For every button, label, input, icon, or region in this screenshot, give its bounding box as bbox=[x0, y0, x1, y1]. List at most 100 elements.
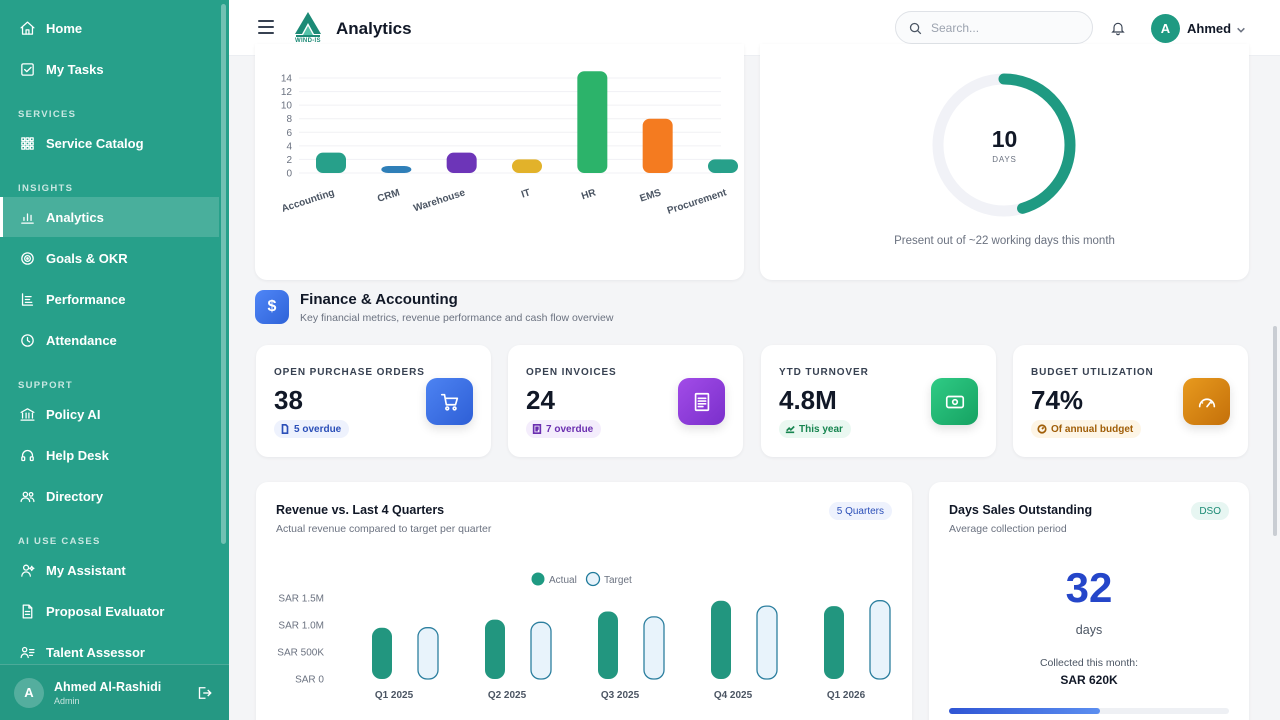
sidebar-item-label: My Assistant bbox=[46, 562, 126, 578]
search-input[interactable] bbox=[931, 19, 1081, 37]
sidebar-item-help-desk[interactable]: Help Desk bbox=[0, 435, 219, 475]
dso-card-subtitle: Average collection period bbox=[949, 523, 1067, 535]
kpi-label: YTD TURNOVER bbox=[779, 367, 869, 378]
search-box bbox=[895, 11, 1093, 44]
dso-unit: days bbox=[1075, 623, 1103, 637]
sidebar-item-policy-ai[interactable]: Policy AI bbox=[0, 394, 219, 434]
sidebar-item-my-assistant[interactable]: My Assistant bbox=[0, 550, 219, 590]
bar-actual-q1-2026[interactable] bbox=[824, 606, 844, 679]
dso-progress-track bbox=[949, 708, 1229, 714]
bar-actual-q1-2025[interactable] bbox=[372, 627, 392, 679]
legend-actual-label: Actual bbox=[549, 575, 577, 586]
y-tick-label: 0 bbox=[286, 169, 292, 180]
header-user-name[interactable]: Ahmed bbox=[1187, 21, 1232, 36]
x-tick-label: Procurement bbox=[666, 187, 729, 217]
kpi-card-open-invoices[interactable]: OPEN INVOICES 24 7 overdue bbox=[508, 345, 743, 457]
notification-bell-icon[interactable] bbox=[1110, 19, 1126, 42]
y-tick-label: 4 bbox=[286, 141, 292, 152]
x-tick-label: Q2 2025 bbox=[488, 690, 527, 701]
sidebar-item-my-tasks[interactable]: My Tasks bbox=[0, 49, 219, 89]
y-tick-label: SAR 1.0M bbox=[278, 621, 324, 632]
bar-it[interactable] bbox=[512, 159, 542, 173]
bar-actual-q2-2025[interactable] bbox=[485, 619, 505, 679]
dso-card: Days Sales Outstanding Average collectio… bbox=[929, 482, 1249, 720]
sidebar-user[interactable]: A Ahmed Al-Rashidi Admin bbox=[0, 664, 229, 720]
user-role: Admin bbox=[54, 695, 80, 706]
y-tick-label: 6 bbox=[286, 128, 292, 139]
bar-target-q1-2026[interactable] bbox=[869, 600, 891, 680]
sidebar-item-analytics[interactable]: Analytics bbox=[0, 197, 219, 237]
bar-procurement[interactable] bbox=[708, 159, 738, 173]
bar-target-q1-2025[interactable] bbox=[417, 627, 439, 680]
bar-accounting[interactable] bbox=[316, 152, 346, 173]
kpi-icon-box bbox=[931, 378, 978, 425]
bank-icon bbox=[18, 405, 36, 423]
sidebar-item-label: Talent Assessor bbox=[46, 644, 145, 660]
dso-card-title: Days Sales Outstanding bbox=[949, 503, 1093, 517]
sidebar-item-goals-okr[interactable]: Goals & OKR bbox=[0, 238, 219, 278]
kpi-badge-text: 7 overdue bbox=[546, 423, 594, 435]
sidebar-item-label: Performance bbox=[46, 291, 126, 307]
sidebar-item-attendance[interactable]: Attendance bbox=[0, 320, 219, 360]
sidebar-item-home[interactable]: Home bbox=[0, 8, 219, 48]
section-title-ai-use-cases: AI USE CASES bbox=[18, 536, 101, 547]
bar-actual-q4-2025[interactable] bbox=[711, 600, 731, 679]
target-icon bbox=[18, 249, 36, 267]
y-tick-label: 12 bbox=[281, 87, 293, 98]
page-title: Analytics bbox=[336, 19, 412, 38]
sidebar-item-service-catalog[interactable]: Service Catalog bbox=[0, 123, 219, 163]
kpi-label: BUDGET UTILIZATION bbox=[1031, 367, 1154, 378]
shopping-cart-icon bbox=[440, 393, 458, 411]
bar-actual-q3-2025[interactable] bbox=[598, 611, 618, 680]
bar-ems[interactable] bbox=[642, 118, 673, 173]
attendance-days-unit: DAYS bbox=[992, 155, 1017, 164]
kpi-card-open-purchase-orders[interactable]: OPEN PURCHASE ORDERS 38 5 overdue bbox=[256, 345, 491, 457]
cash-icon bbox=[945, 395, 964, 408]
y-tick-label: 2 bbox=[286, 155, 292, 166]
bar-crm[interactable] bbox=[381, 166, 412, 173]
sidebar-item-proposal-evaluator[interactable]: Proposal Evaluator bbox=[0, 591, 219, 631]
kpi-badge: This year bbox=[779, 420, 851, 438]
department-bar-chart: 14 12 10 8 6 4 2 0 Accounting CRM Warehouse IT HR EMS… bbox=[280, 71, 738, 217]
bar-hr[interactable] bbox=[577, 71, 608, 173]
logo-text: WIND-IS bbox=[295, 38, 321, 44]
grid-icon bbox=[18, 134, 36, 152]
sidebar-item-directory[interactable]: Directory bbox=[0, 476, 219, 516]
hamburger-menu-icon[interactable] bbox=[258, 20, 274, 34]
logout-icon[interactable] bbox=[195, 684, 213, 707]
attendance-ring bbox=[932, 73, 1076, 217]
invoice-icon bbox=[532, 424, 542, 434]
main-scrollbar[interactable] bbox=[1273, 326, 1277, 536]
x-tick-label: EMS bbox=[639, 187, 663, 204]
sidebar-item-label: Proposal Evaluator bbox=[46, 603, 165, 619]
kpi-card-ytd-turnover[interactable]: YTD TURNOVER 4.8M This year bbox=[761, 345, 996, 457]
sidebar-item-performance[interactable]: Performance bbox=[0, 279, 219, 319]
kpi-label: OPEN INVOICES bbox=[526, 367, 617, 378]
gauge-icon bbox=[1037, 424, 1047, 434]
users-icon bbox=[18, 487, 36, 505]
y-tick-label: 14 bbox=[281, 74, 293, 85]
x-tick-label: Warehouse bbox=[412, 187, 467, 214]
y-tick-label: 10 bbox=[281, 101, 293, 112]
user-name: Ahmed Al-Rashidi bbox=[54, 679, 162, 694]
kpi-card-budget-utilization[interactable]: BUDGET UTILIZATION 74% Of annual budget bbox=[1013, 345, 1248, 457]
dso-badge: DSO bbox=[1191, 502, 1229, 520]
kpi-icon-box bbox=[1183, 378, 1230, 425]
bar-target-q2-2025[interactable] bbox=[530, 621, 552, 680]
bar-target-q3-2025[interactable] bbox=[643, 616, 665, 680]
bar-target-q4-2025[interactable] bbox=[756, 605, 778, 680]
avatar: A bbox=[14, 677, 44, 708]
department-chart-card: 14 12 10 8 6 4 2 0 Accounting CRM Warehouse IT HR EMS… bbox=[255, 44, 744, 280]
bar-warehouse[interactable] bbox=[446, 152, 477, 173]
quarters-badge[interactable]: 5 Quarters bbox=[828, 502, 892, 520]
chevron-down-icon[interactable] bbox=[1236, 22, 1246, 40]
revenue-chart-card: Revenue vs. Last 4 Quarters Actual reven… bbox=[256, 482, 912, 720]
header-avatar[interactable]: A bbox=[1151, 14, 1180, 43]
y-tick-label: SAR 500K bbox=[277, 648, 324, 659]
sidebar-item-label: Directory bbox=[46, 488, 104, 504]
kpi-badge: 7 overdue bbox=[526, 420, 602, 438]
sidebar-item-talent-assessor[interactable]: Talent Assessor bbox=[0, 632, 219, 672]
speedometer-icon bbox=[1198, 397, 1215, 407]
dso-collected-caption: Collected this month: bbox=[1039, 657, 1139, 669]
sidebar-scrollbar[interactable] bbox=[221, 4, 226, 544]
